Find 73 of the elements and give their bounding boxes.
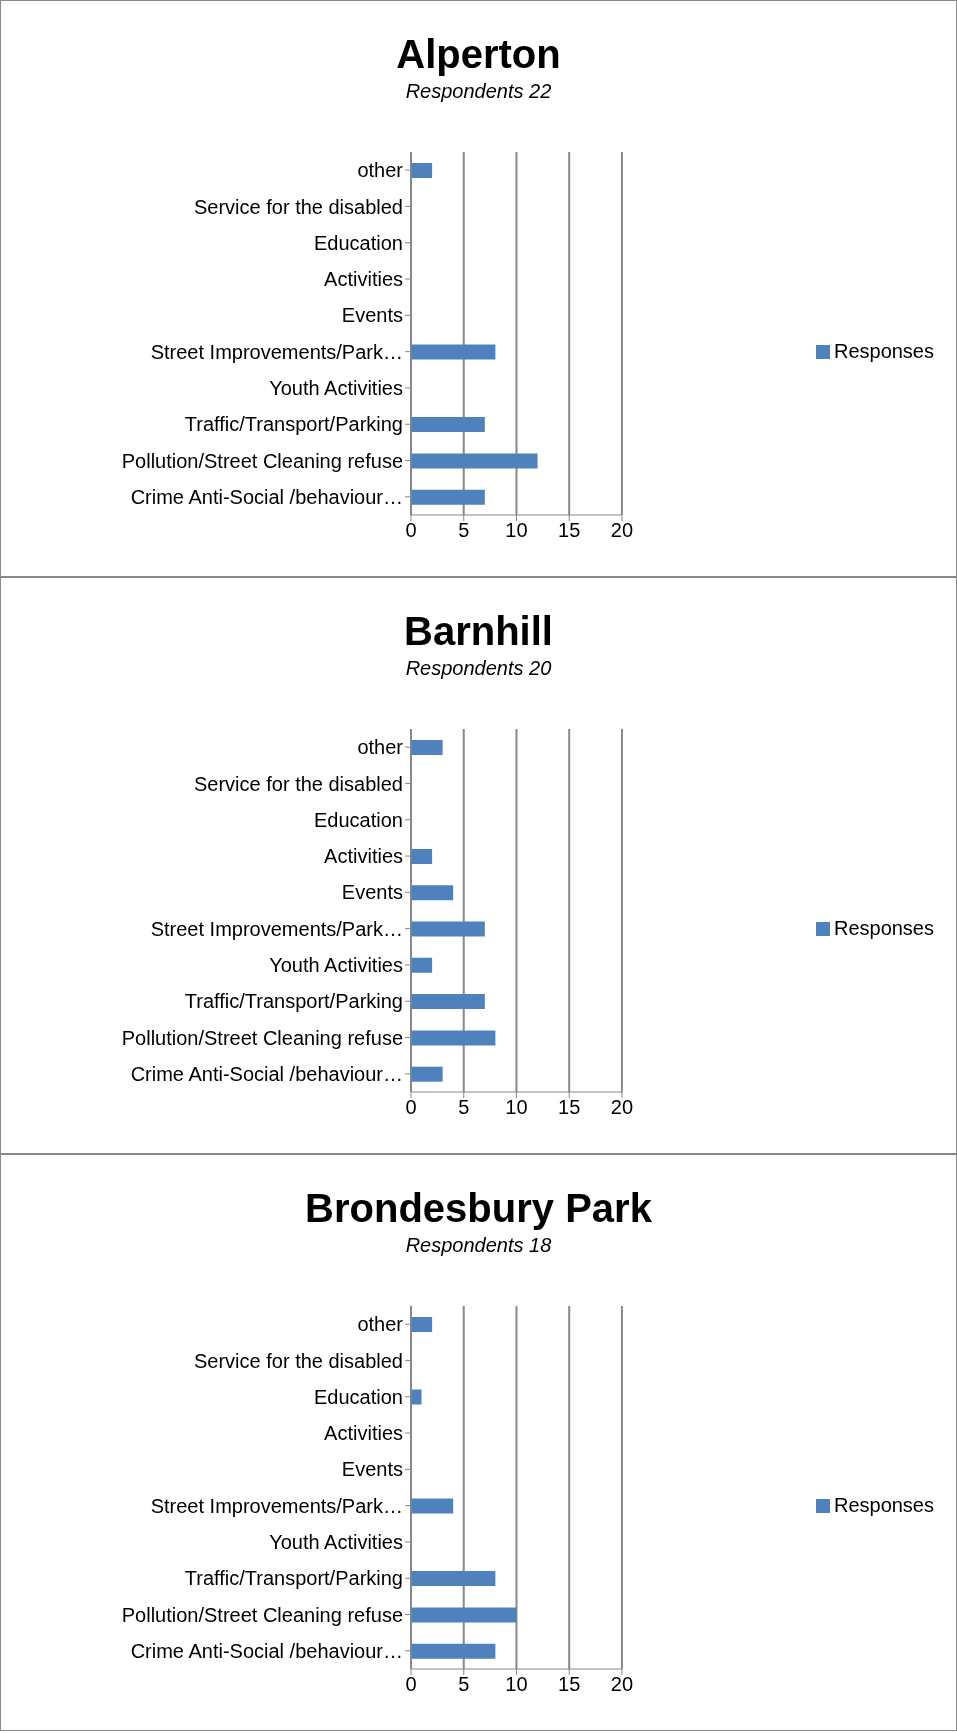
y-tick-label: other bbox=[357, 159, 404, 182]
chart-subtitle: Respondents 20 bbox=[404, 656, 553, 681]
y-tick-label: Youth Activities bbox=[269, 377, 403, 400]
y-tick-label: Street Improvements/Park… bbox=[150, 340, 403, 363]
y-tick-label: Education bbox=[314, 808, 403, 831]
y-tick-label: Pollution/Street Cleaning refuse bbox=[121, 1603, 403, 1626]
y-tick-label: Youth Activities bbox=[269, 954, 403, 977]
y-tick-label: Youth Activities bbox=[269, 1531, 403, 1554]
y-tick-label: Activities bbox=[324, 845, 403, 868]
chart-title: Alperton bbox=[395, 31, 562, 77]
chart-subtitle: Respondents 18 bbox=[404, 1233, 553, 1258]
y-tick-label: Events bbox=[341, 881, 403, 904]
bar bbox=[411, 1317, 433, 1332]
y-tick-label: Pollution/Street Cleaning refuse bbox=[121, 1026, 403, 1049]
bar bbox=[411, 489, 485, 505]
bar bbox=[411, 417, 485, 433]
bar bbox=[411, 1643, 496, 1659]
bar bbox=[411, 994, 485, 1010]
x-tick-label: 0 bbox=[405, 519, 417, 542]
y-tick-label: Service for the disabled bbox=[193, 1349, 403, 1372]
bar bbox=[411, 344, 496, 360]
x-tick-label: 10 bbox=[505, 1096, 528, 1119]
bar bbox=[411, 1030, 496, 1046]
legend-label: Responses bbox=[833, 339, 934, 362]
bar bbox=[411, 1498, 454, 1514]
y-tick-label: Service for the disabled bbox=[193, 195, 403, 218]
y-tick-label: Street Improvements/Park… bbox=[150, 917, 403, 940]
y-tick-label: Crime Anti-Social /behaviour… bbox=[130, 1062, 403, 1085]
y-tick-label: Events bbox=[341, 1458, 403, 1481]
bar bbox=[411, 885, 454, 901]
chart-title: Brondesbury Park bbox=[304, 1185, 653, 1231]
y-tick-label: other bbox=[357, 1313, 404, 1336]
bar bbox=[411, 1607, 517, 1623]
chart-subtitle: Respondents 22 bbox=[404, 79, 553, 104]
bar bbox=[411, 1571, 496, 1587]
y-tick-label: other bbox=[357, 736, 404, 759]
x-tick-label: 15 bbox=[558, 519, 581, 542]
bar bbox=[411, 740, 443, 755]
bar bbox=[411, 163, 433, 178]
y-tick-label: Traffic/Transport/Parking bbox=[184, 990, 403, 1013]
y-tick-label: Traffic/Transport/Parking bbox=[184, 413, 403, 436]
x-tick-label: 5 bbox=[458, 519, 470, 542]
y-tick-label: Traffic/Transport/Parking bbox=[184, 1567, 403, 1590]
legend-label: Responses bbox=[833, 1493, 934, 1516]
x-tick-label: 20 bbox=[610, 1096, 634, 1119]
y-tick-label: Pollution/Street Cleaning refuse bbox=[121, 449, 403, 472]
x-tick-label: 0 bbox=[405, 1673, 417, 1696]
bar bbox=[411, 1066, 443, 1082]
y-tick-label: Street Improvements/Park… bbox=[150, 1494, 403, 1517]
x-tick-label: 15 bbox=[558, 1673, 581, 1696]
y-tick-label: Education bbox=[314, 231, 403, 254]
y-tick-label: Education bbox=[314, 1385, 403, 1408]
bar bbox=[411, 921, 485, 937]
legend-label: Responses bbox=[833, 916, 934, 939]
x-tick-label: 20 bbox=[610, 519, 634, 542]
y-tick-label: Activities bbox=[324, 268, 403, 291]
y-tick-label: Service for the disabled bbox=[193, 772, 403, 795]
y-tick-label: Activities bbox=[324, 1422, 403, 1445]
x-tick-label: 15 bbox=[558, 1096, 581, 1119]
y-tick-label: Events bbox=[341, 304, 403, 327]
x-tick-label: 10 bbox=[505, 519, 528, 542]
x-tick-label: 0 bbox=[405, 1096, 417, 1119]
bar bbox=[411, 453, 538, 469]
bar bbox=[411, 1389, 422, 1405]
bar bbox=[411, 957, 433, 973]
x-tick-label: 10 bbox=[505, 1673, 528, 1696]
chart-title: Barnhill bbox=[403, 608, 554, 654]
x-tick-label: 20 bbox=[610, 1673, 634, 1696]
bar bbox=[411, 848, 433, 864]
x-tick-label: 5 bbox=[458, 1673, 470, 1696]
y-tick-label: Crime Anti-Social /behaviour… bbox=[130, 485, 403, 508]
x-tick-label: 5 bbox=[458, 1096, 470, 1119]
y-tick-label: Crime Anti-Social /behaviour… bbox=[130, 1639, 403, 1662]
